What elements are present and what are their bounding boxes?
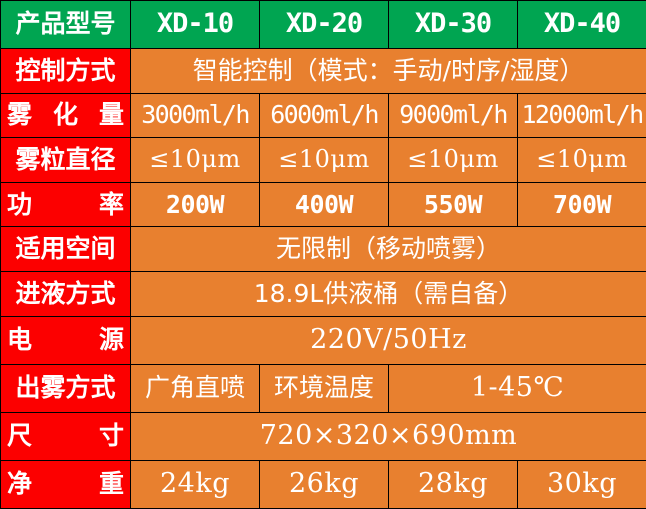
row-label-power: 功 率 [0, 181, 131, 228]
row-label-droplet-diameter: 雾粒直径 [0, 137, 131, 183]
table-row: 出雾方式 广角直喷 环境温度 1-45℃ [0, 363, 646, 413]
row-label-ambient-temperature: 环境温度 [259, 363, 389, 413]
row-value-control-mode: 智能控制（模式：手动/时序/湿度） [130, 48, 646, 94]
table-header-row: 产品型号 XD-10 XD-20 XD-30 XD-40 [0, 0, 646, 50]
row-value-net-weight-xd10: 24kg [130, 459, 260, 509]
row-value-mist-direction: 广角直喷 [130, 363, 260, 413]
row-value-net-weight-xd20: 26kg [259, 459, 389, 509]
table-row: 适用空间 无限制（移动喷雾） [0, 226, 646, 273]
row-value-droplet-diameter-xd10: ≤10μm [130, 137, 260, 183]
table-row: 功 率 200W 400W 550W 700W [0, 181, 646, 228]
header-label-cell: 产品型号 [0, 0, 131, 50]
row-value-mist-output-xd10: 3000ml/h [130, 92, 260, 139]
row-value-power-supply: 220V/50Hz [130, 315, 646, 365]
row-label-control-mode: 控制方式 [0, 48, 131, 94]
row-value-net-weight-xd40: 30kg [517, 459, 646, 509]
header-model-xd20: XD-20 [259, 0, 389, 50]
header-model-xd40: XD-40 [517, 0, 646, 50]
row-value-power-xd20: 400W [259, 181, 389, 228]
row-value-power-xd10: 200W [130, 181, 260, 228]
table-row: 雾粒直径 ≤10μm ≤10μm ≤10μm ≤10μm [0, 137, 646, 183]
row-value-power-xd30: 550W [388, 181, 518, 228]
row-label-net-weight: 净 重 [0, 459, 131, 509]
header-model-xd30: XD-30 [388, 0, 518, 50]
row-value-power-xd40: 700W [517, 181, 646, 228]
row-value-mist-output-xd30: 9000ml/h [388, 92, 518, 139]
row-label-liquid-feed: 进液方式 [0, 271, 131, 317]
row-value-net-weight-xd30: 28kg [388, 459, 518, 509]
header-model-xd10: XD-10 [130, 0, 260, 50]
row-label-dimensions: 尺 寸 [0, 411, 131, 461]
row-value-droplet-diameter-xd20: ≤10μm [259, 137, 389, 183]
table-row: 进液方式 18.9L供液桶（需自备） [0, 271, 646, 317]
row-value-droplet-diameter-xd30: ≤10μm [388, 137, 518, 183]
table-row: 雾 化 量 3000ml/h 6000ml/h 9000ml/h 12000ml… [0, 92, 646, 139]
row-value-ambient-temperature: 1-45℃ [388, 363, 646, 413]
table-row: 电 源 220V/50Hz [0, 315, 646, 365]
table-row: 控制方式 智能控制（模式：手动/时序/湿度） [0, 48, 646, 94]
row-value-applicable-space: 无限制（移动喷雾） [130, 226, 646, 273]
table-row: 净 重 24kg 26kg 28kg 30kg [0, 459, 646, 509]
row-value-liquid-feed: 18.9L供液桶（需自备） [130, 271, 646, 317]
row-label-applicable-space: 适用空间 [0, 226, 131, 273]
row-value-droplet-diameter-xd40: ≤10μm [517, 137, 646, 183]
row-label-power-supply: 电 源 [0, 315, 131, 365]
row-value-mist-output-xd40: 12000ml/h [517, 92, 646, 139]
table-row: 尺 寸 720×320×690mm [0, 411, 646, 461]
row-label-mist-output: 雾 化 量 [0, 92, 131, 139]
row-value-mist-output-xd20: 6000ml/h [259, 92, 389, 139]
row-value-dimensions: 720×320×690mm [130, 411, 646, 461]
row-label-mist-direction: 出雾方式 [0, 363, 131, 413]
